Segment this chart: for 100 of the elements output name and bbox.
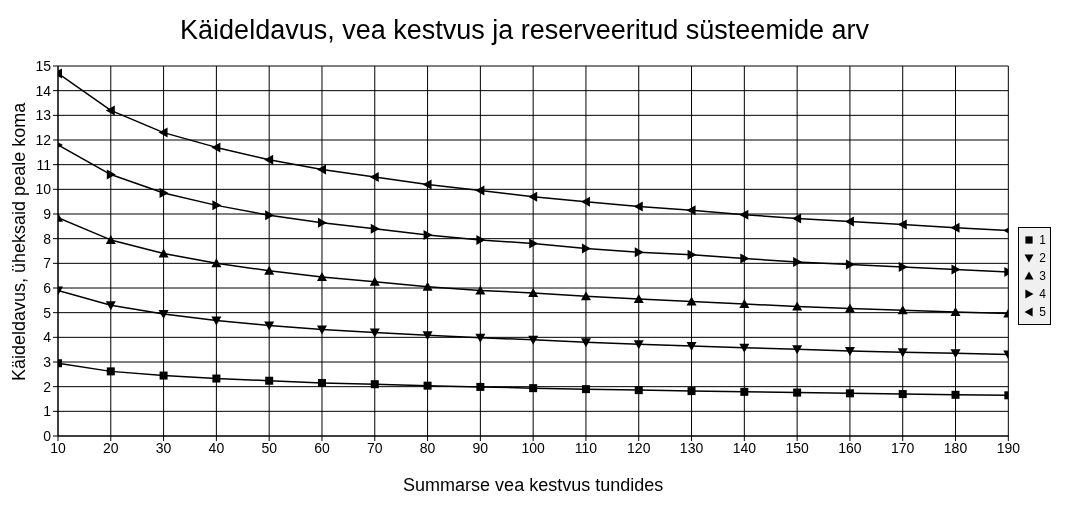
point — [580, 338, 591, 348]
point — [265, 376, 274, 385]
point — [476, 234, 486, 245]
point — [951, 390, 960, 399]
point — [792, 345, 803, 355]
point — [423, 229, 433, 240]
point — [264, 265, 275, 275]
point — [793, 388, 802, 397]
x-tick-label: 90 — [472, 439, 489, 456]
x-tick-label: 160 — [838, 439, 862, 456]
y-tick-label: 8 — [43, 230, 52, 247]
point — [212, 200, 222, 211]
point — [265, 210, 275, 221]
x-axis-title: Summarse vea kestvus tundides — [403, 475, 664, 495]
x-tick-label: 50 — [261, 439, 278, 456]
point — [159, 371, 168, 380]
point — [897, 348, 908, 358]
y-tick-label: 6 — [43, 279, 52, 296]
legend-label: 1 — [1039, 232, 1046, 249]
y-tick-label: 1 — [43, 403, 52, 420]
point — [105, 234, 116, 244]
point — [898, 262, 908, 273]
y-tick-label: 4 — [43, 329, 52, 346]
legend-label: 3 — [1039, 268, 1046, 285]
y-tick-label: 9 — [43, 205, 52, 222]
point — [528, 191, 538, 202]
y-tick-label: 0 — [43, 427, 52, 444]
point — [475, 185, 485, 196]
point — [369, 172, 379, 182]
point — [634, 247, 644, 258]
chart-title: Käideldavus, vea kestvus ja reserveeritud süsteemide arv — [179, 14, 870, 47]
point — [211, 316, 222, 326]
point — [105, 301, 116, 311]
point — [529, 238, 539, 249]
point — [106, 367, 115, 376]
point — [475, 333, 486, 343]
x-tick-label: 170 — [891, 439, 915, 456]
point — [529, 384, 538, 393]
point — [845, 389, 854, 398]
point — [792, 213, 802, 224]
x-tick-label: 40 — [208, 439, 225, 456]
point — [316, 325, 327, 335]
point — [158, 309, 169, 319]
point — [159, 188, 169, 199]
point — [686, 205, 696, 216]
point — [740, 253, 750, 264]
point — [581, 385, 590, 394]
point — [633, 201, 643, 212]
point — [633, 340, 644, 350]
point — [317, 378, 326, 387]
y-tick-label: 13 — [35, 107, 52, 124]
point — [212, 374, 221, 383]
y-tick-label: 15 — [35, 57, 52, 74]
point — [158, 127, 168, 138]
point — [580, 196, 590, 207]
y-tick-label: 5 — [43, 304, 52, 321]
point — [422, 179, 432, 190]
point — [686, 296, 697, 306]
point — [581, 243, 591, 254]
y-tick-label: 11 — [36, 156, 52, 173]
x-tick-label: 150 — [785, 439, 810, 456]
point — [739, 209, 749, 220]
y-tick-label: 12 — [35, 131, 52, 148]
point — [211, 142, 221, 153]
x-tick-label: 110 — [574, 439, 598, 456]
point — [422, 281, 433, 291]
point — [528, 335, 539, 345]
point — [369, 328, 380, 338]
point — [897, 219, 907, 230]
x-tick-label: 190 — [996, 439, 1021, 456]
point — [106, 169, 116, 180]
y-tick-label: 14 — [35, 82, 52, 99]
x-tick-label: 100 — [521, 439, 546, 456]
x-tick-label: 60 — [314, 439, 330, 456]
point — [897, 305, 908, 315]
y-tick-label: 7 — [43, 255, 52, 272]
point — [370, 380, 379, 389]
point — [633, 294, 644, 304]
x-tick-label: 70 — [366, 439, 383, 456]
y-tick-label: 2 — [43, 378, 52, 395]
x-tick-label: 120 — [627, 439, 651, 456]
point — [739, 299, 750, 309]
point — [580, 291, 591, 301]
point — [316, 164, 326, 175]
point — [211, 258, 222, 268]
point — [370, 223, 380, 234]
x-tick-label: 80 — [419, 439, 436, 456]
point — [950, 349, 961, 359]
x-tick-label: 130 — [679, 439, 704, 456]
point — [844, 346, 855, 356]
x-tick-label: 20 — [103, 439, 119, 456]
point — [316, 271, 327, 281]
x-tick-label: 180 — [943, 439, 968, 456]
legend-label: 2 — [1039, 250, 1046, 267]
point — [686, 341, 697, 351]
point — [369, 276, 380, 286]
point — [792, 301, 803, 311]
point — [264, 154, 274, 165]
y-axis-title: Käideldavus, üheksaid peale koma — [9, 101, 30, 381]
point — [740, 387, 749, 396]
